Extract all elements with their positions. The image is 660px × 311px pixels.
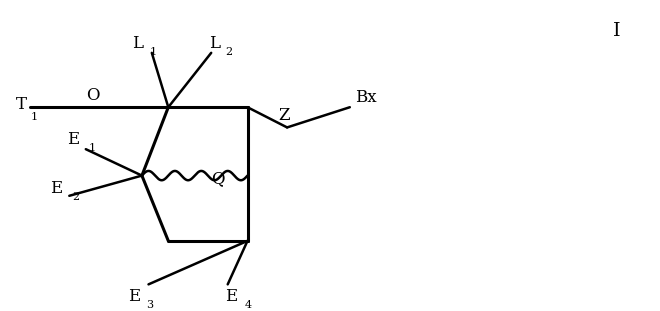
- Text: Bx: Bx: [356, 89, 377, 106]
- Text: O: O: [86, 87, 99, 104]
- Text: L: L: [209, 35, 220, 52]
- Text: 4: 4: [244, 299, 251, 309]
- Text: 3: 3: [147, 299, 154, 309]
- Text: Z: Z: [278, 107, 290, 124]
- Text: T: T: [15, 96, 26, 113]
- Text: E: E: [50, 179, 63, 197]
- Text: L: L: [132, 35, 143, 52]
- Text: 1: 1: [88, 143, 96, 153]
- Text: E: E: [67, 131, 79, 148]
- Text: 1: 1: [31, 112, 38, 122]
- Text: I: I: [613, 22, 621, 40]
- Text: E: E: [128, 288, 140, 305]
- Text: 2: 2: [226, 47, 233, 57]
- Text: 1: 1: [149, 47, 156, 57]
- Text: 2: 2: [73, 192, 80, 202]
- Text: Q: Q: [211, 170, 224, 187]
- Text: E: E: [225, 288, 237, 305]
